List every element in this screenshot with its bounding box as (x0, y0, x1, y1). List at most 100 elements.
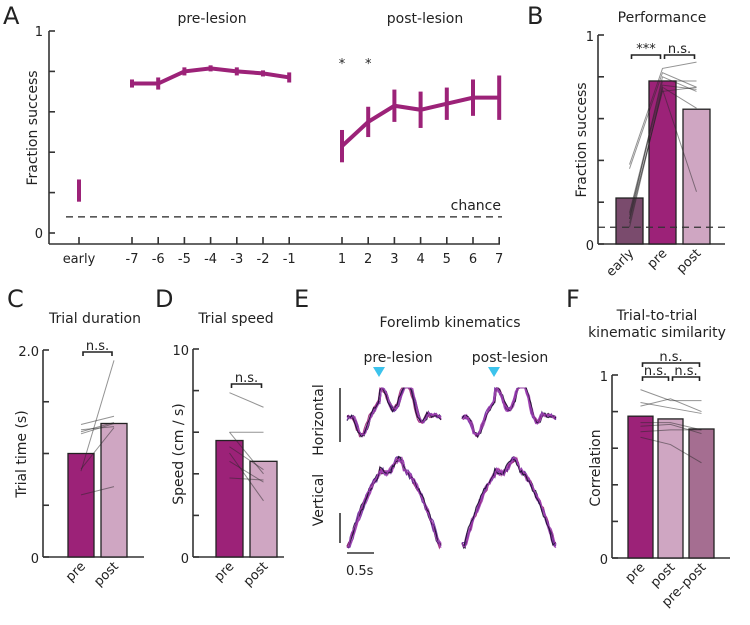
kinematic-trace (346, 455, 442, 547)
kinematic-trace (461, 458, 557, 549)
y-tick-label: 0 (181, 552, 189, 567)
bar-early (615, 197, 644, 245)
significance-label: n.s. (674, 364, 697, 379)
kinematic-trace (461, 456, 557, 548)
subject-line (80, 486, 115, 496)
y-tick-label: 0 (35, 227, 43, 242)
subject-line (229, 446, 264, 471)
bar-post (682, 108, 711, 245)
panel-f: Trial-to-trial kinematic similarity Corr… (588, 308, 730, 610)
x-tick-label: post (241, 559, 271, 589)
kinematic-trace (346, 458, 442, 549)
kinematic-trace (461, 456, 557, 548)
kinematic-trace (461, 387, 557, 435)
subject-line (640, 423, 702, 435)
significance-bracket (230, 383, 263, 388)
kinematic-trace (461, 387, 557, 436)
significance-bracket (671, 376, 701, 381)
subject-line (640, 398, 702, 413)
panel-e: Forelimb kinematics pre-lesion post-lesi… (311, 315, 557, 579)
subject-line (640, 389, 702, 402)
scale-bar-label: 0.5s (346, 564, 374, 579)
kinematic-trace (461, 387, 557, 439)
bar-post (657, 418, 684, 559)
bar-pre (67, 452, 95, 558)
kinematic-trace (346, 456, 442, 549)
subject-line (229, 392, 264, 408)
subject-line (229, 452, 264, 502)
kinematic-trace (346, 456, 442, 548)
significance-bracket (82, 351, 113, 356)
x-tick-label: -5 (178, 252, 191, 267)
row-label-vertical: Vertical (311, 474, 327, 526)
significance-bracket (630, 54, 662, 59)
y-axis-label: Trial time (s) (14, 410, 30, 498)
y-axis-label: Fraction success (25, 70, 41, 185)
subject-line (629, 80, 697, 213)
x-tick-label: -6 (152, 252, 165, 267)
y-tick-label: 1 (35, 25, 43, 40)
kinematic-trace (346, 456, 442, 549)
kinematic-trace (461, 456, 557, 549)
subject-line (640, 436, 702, 464)
y-tick-label: 0 (600, 553, 608, 568)
panel-letter-d: D (155, 285, 173, 313)
x-tick-label-early: early (63, 252, 96, 267)
kinematic-trace (346, 456, 442, 550)
column-label-post: post-lesion (472, 350, 548, 366)
panel-letter-b: B (527, 2, 543, 30)
x-tick-label: -3 (230, 252, 243, 267)
kinematic-trace (461, 456, 557, 548)
x-tick-label: post (91, 559, 121, 589)
group-label-post: post-lesion (387, 11, 463, 27)
x-tick-label: pre (212, 559, 238, 585)
panel-a: pre-lesion post-lesion chance Fraction s… (25, 11, 503, 267)
x-tick-label: -4 (204, 252, 217, 267)
kinematic-trace (461, 386, 557, 438)
significance-bracket (641, 362, 701, 367)
panel-letter-a: A (3, 2, 20, 30)
significance-bracket (663, 54, 696, 59)
bar-pre (648, 80, 677, 245)
subject-line (229, 477, 264, 481)
x-tick-label: early (604, 246, 638, 280)
x-tick-label: pre (63, 559, 89, 585)
subject-line (640, 422, 702, 431)
significance-label: n.s. (235, 371, 258, 386)
subject-line (640, 429, 702, 433)
x-tick-label: -1 (283, 252, 296, 267)
x-tick-label: pre (623, 560, 649, 586)
subject-line (229, 431, 264, 475)
significance-label: n.s. (659, 350, 682, 365)
subject-line (229, 460, 264, 483)
kinematic-trace (346, 457, 442, 548)
subject-line (629, 86, 697, 220)
subject-line (629, 86, 697, 228)
chance-label: chance (451, 198, 501, 214)
subject-line (629, 61, 697, 165)
significance-marker: * (339, 57, 346, 72)
subject-line (629, 84, 697, 215)
bar-pre (627, 415, 654, 559)
bar-pre (215, 439, 244, 558)
kinematic-trace (461, 456, 557, 548)
x-tick-label: 3 (390, 252, 398, 267)
subject-line (629, 87, 697, 224)
subject-line (629, 71, 697, 169)
subject-line (80, 421, 115, 433)
panel-letter-f: F (566, 285, 580, 313)
subject-line (640, 401, 702, 414)
significance-marker: * (365, 57, 372, 72)
x-tick-label: 1 (338, 252, 346, 267)
group-label-pre: pre-lesion (177, 11, 246, 27)
row-label-horizontal: Horizontal (311, 384, 327, 455)
kinematic-trace (346, 458, 442, 548)
y-tick-label: 2.0 (18, 345, 39, 360)
y-axis-label: Correlation (588, 429, 604, 506)
chart-title-line-2: kinematic similarity (588, 325, 726, 341)
y-tick-label: 0 (31, 552, 39, 567)
chart-title: Forelimb kinematics (379, 315, 520, 331)
kinematic-trace (461, 458, 557, 550)
x-tick-label: 4 (416, 252, 424, 267)
